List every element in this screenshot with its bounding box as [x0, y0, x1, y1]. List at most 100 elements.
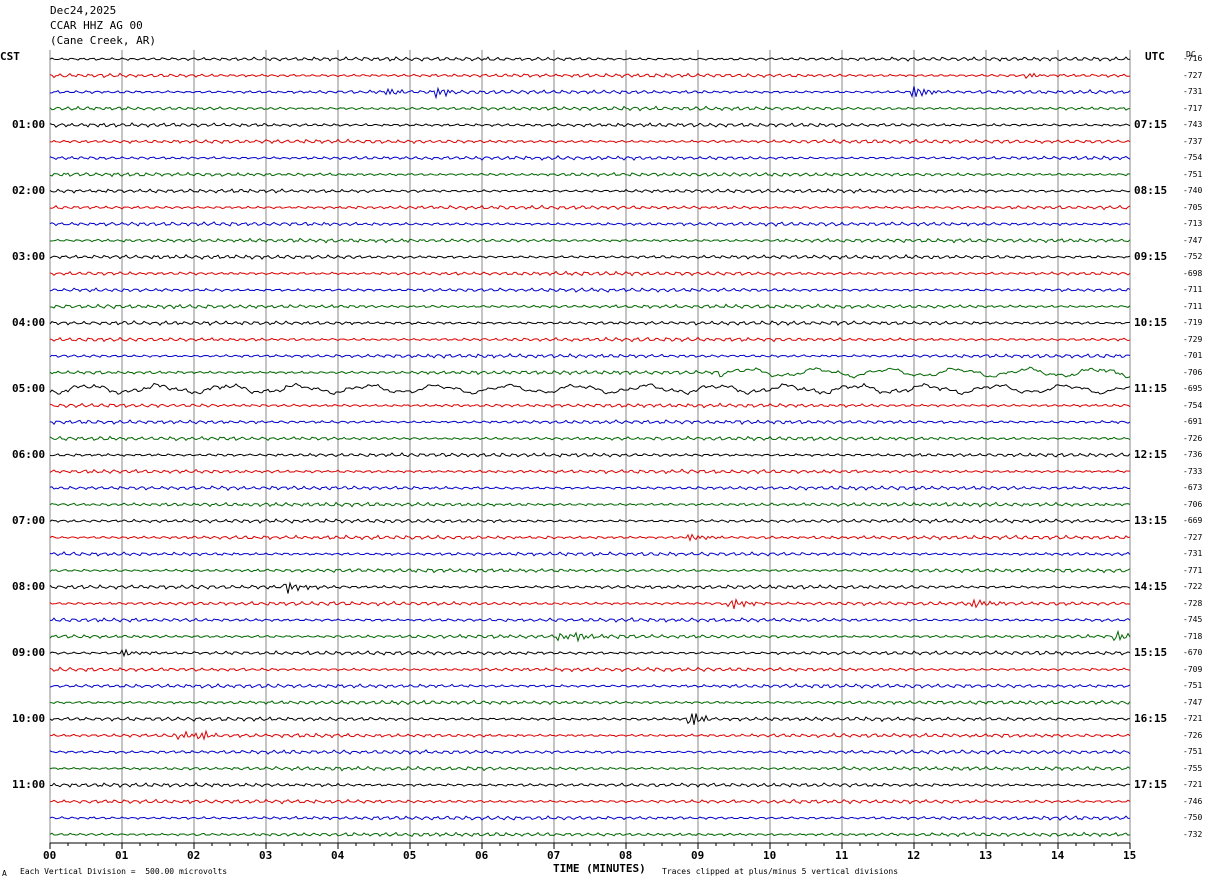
utc-time-label: 16:15 [1134, 712, 1168, 725]
trace-row [49, 366, 1131, 379]
trace-row [49, 171, 1131, 178]
dc-offset-label: -709 [1183, 664, 1203, 674]
utc-time-label: 07:15 [1134, 118, 1168, 131]
trace-row [49, 204, 1131, 211]
minute-tick-label: 13 [979, 849, 993, 862]
trace-row [49, 188, 1131, 194]
minute-tick-label: 04 [331, 849, 345, 862]
time-axis [49, 842, 1131, 849]
dc-offset-label: -673 [1183, 483, 1203, 492]
utc-time-label: 14:15 [1134, 580, 1168, 593]
trace-row [49, 452, 1131, 458]
minute-tick-label: 09 [691, 849, 705, 862]
trace-row [49, 56, 1131, 62]
trace-row [49, 713, 1131, 725]
dc-offset-label: -736 [1183, 450, 1203, 459]
dc-offset-label: -751 [1183, 747, 1203, 756]
dc-offset-label: -737 [1183, 136, 1203, 146]
local-time-label: 05:00 [12, 382, 46, 395]
trace-row [49, 598, 1131, 609]
dc-offset-label: -706 [1183, 499, 1203, 509]
trace-row [49, 518, 1131, 524]
local-time-label: 01:00 [12, 118, 46, 131]
trace-row [49, 629, 1131, 643]
trace-row [49, 155, 1131, 161]
local-time-label: 03:00 [12, 250, 46, 263]
minute-tick-label: 00 [43, 849, 57, 862]
dc-offset-label: -713 [1183, 219, 1203, 228]
trace-row [49, 729, 1131, 741]
local-time-label: 02:00 [12, 184, 46, 197]
trace-row [49, 699, 1131, 706]
local-time-label: 08:00 [12, 580, 46, 593]
trace-row [49, 221, 1131, 227]
local-time-label: 07:00 [12, 514, 46, 527]
dc-offset-label: -731 [1183, 87, 1203, 96]
plot-date: Dec24,2025 [50, 4, 117, 17]
minute-tick-label: 06 [475, 849, 489, 862]
dc-offset-label: -750 [1183, 813, 1203, 822]
utc-time-label: 13:15 [1134, 514, 1168, 527]
dc-offset-label: -670 [1183, 648, 1203, 657]
dc-offset-label: -722 [1183, 582, 1203, 591]
utc-time-label: 15:15 [1134, 646, 1168, 659]
dc-offset-label: -771 [1183, 565, 1203, 575]
local-time-label: 06:00 [12, 448, 46, 461]
trace-row [49, 798, 1131, 805]
minute-tick-label: 05 [403, 849, 417, 862]
dc-offset-label: -740 [1183, 186, 1203, 195]
minute-tick-label: 12 [907, 849, 921, 862]
dc-offset-label: -727 [1183, 532, 1203, 542]
dc-offset-label: -716 [1183, 54, 1203, 63]
station-code: CCAR HHZ AG 00 [50, 19, 143, 32]
dc-offset-header: DC [1186, 50, 1196, 59]
dc-offset-label: -695 [1183, 384, 1203, 393]
dc-offset-label: -747 [1183, 235, 1203, 245]
trace-row [49, 749, 1131, 755]
dc-offset-label: -754 [1183, 153, 1203, 162]
trace-row [49, 683, 1131, 689]
trace-row [49, 551, 1131, 557]
dc-offset-label: -747 [1183, 697, 1203, 707]
trace-row [49, 270, 1131, 277]
trace-row [49, 86, 1131, 100]
trace-row [49, 105, 1131, 112]
dc-offset-label: -705 [1183, 202, 1203, 212]
dc-offset-label: -698 [1183, 268, 1203, 278]
corner-mark: A [2, 869, 7, 878]
local-time-label: 11:00 [12, 778, 46, 791]
minute-tick-label: 10 [763, 849, 777, 862]
dc-offset-label: -717 [1183, 103, 1203, 113]
minute-tick-label: 01 [115, 849, 129, 862]
dc-offset-label: -729 [1183, 334, 1203, 344]
dc-offset-label: -721 [1183, 780, 1203, 789]
trace-row [49, 617, 1131, 623]
dc-offset-label: -691 [1183, 417, 1203, 426]
trace-row [49, 765, 1131, 772]
trace-row [49, 122, 1131, 128]
trace-row [49, 831, 1131, 838]
utc-time-label: 08:15 [1134, 184, 1168, 197]
left-timezone-label: CST [0, 50, 20, 63]
scale-note: Each Vertical Division = 500.00 microvol… [20, 867, 228, 876]
dc-offset-label: -732 [1183, 829, 1203, 839]
trace-row [49, 138, 1131, 145]
minute-tick-label: 07 [547, 849, 561, 862]
trace-row [49, 320, 1131, 326]
dc-offset-label: -701 [1183, 351, 1203, 360]
dc-offset-label: -711 [1183, 285, 1203, 294]
trace-row [49, 287, 1131, 293]
trace-row [49, 815, 1131, 821]
trace-row [49, 567, 1131, 574]
local-time-label: 09:00 [12, 646, 46, 659]
trace-row [49, 581, 1131, 594]
dc-offset-label: -706 [1183, 367, 1203, 377]
utc-time-label: 09:15 [1134, 250, 1168, 263]
minute-tick-label: 11 [835, 849, 849, 862]
dc-offset-label: -752 [1183, 252, 1203, 261]
trace-row [49, 485, 1131, 492]
minute-tick-label: 03 [259, 849, 273, 862]
utc-time-label: 17:15 [1134, 778, 1168, 791]
trace-row [49, 533, 1131, 542]
